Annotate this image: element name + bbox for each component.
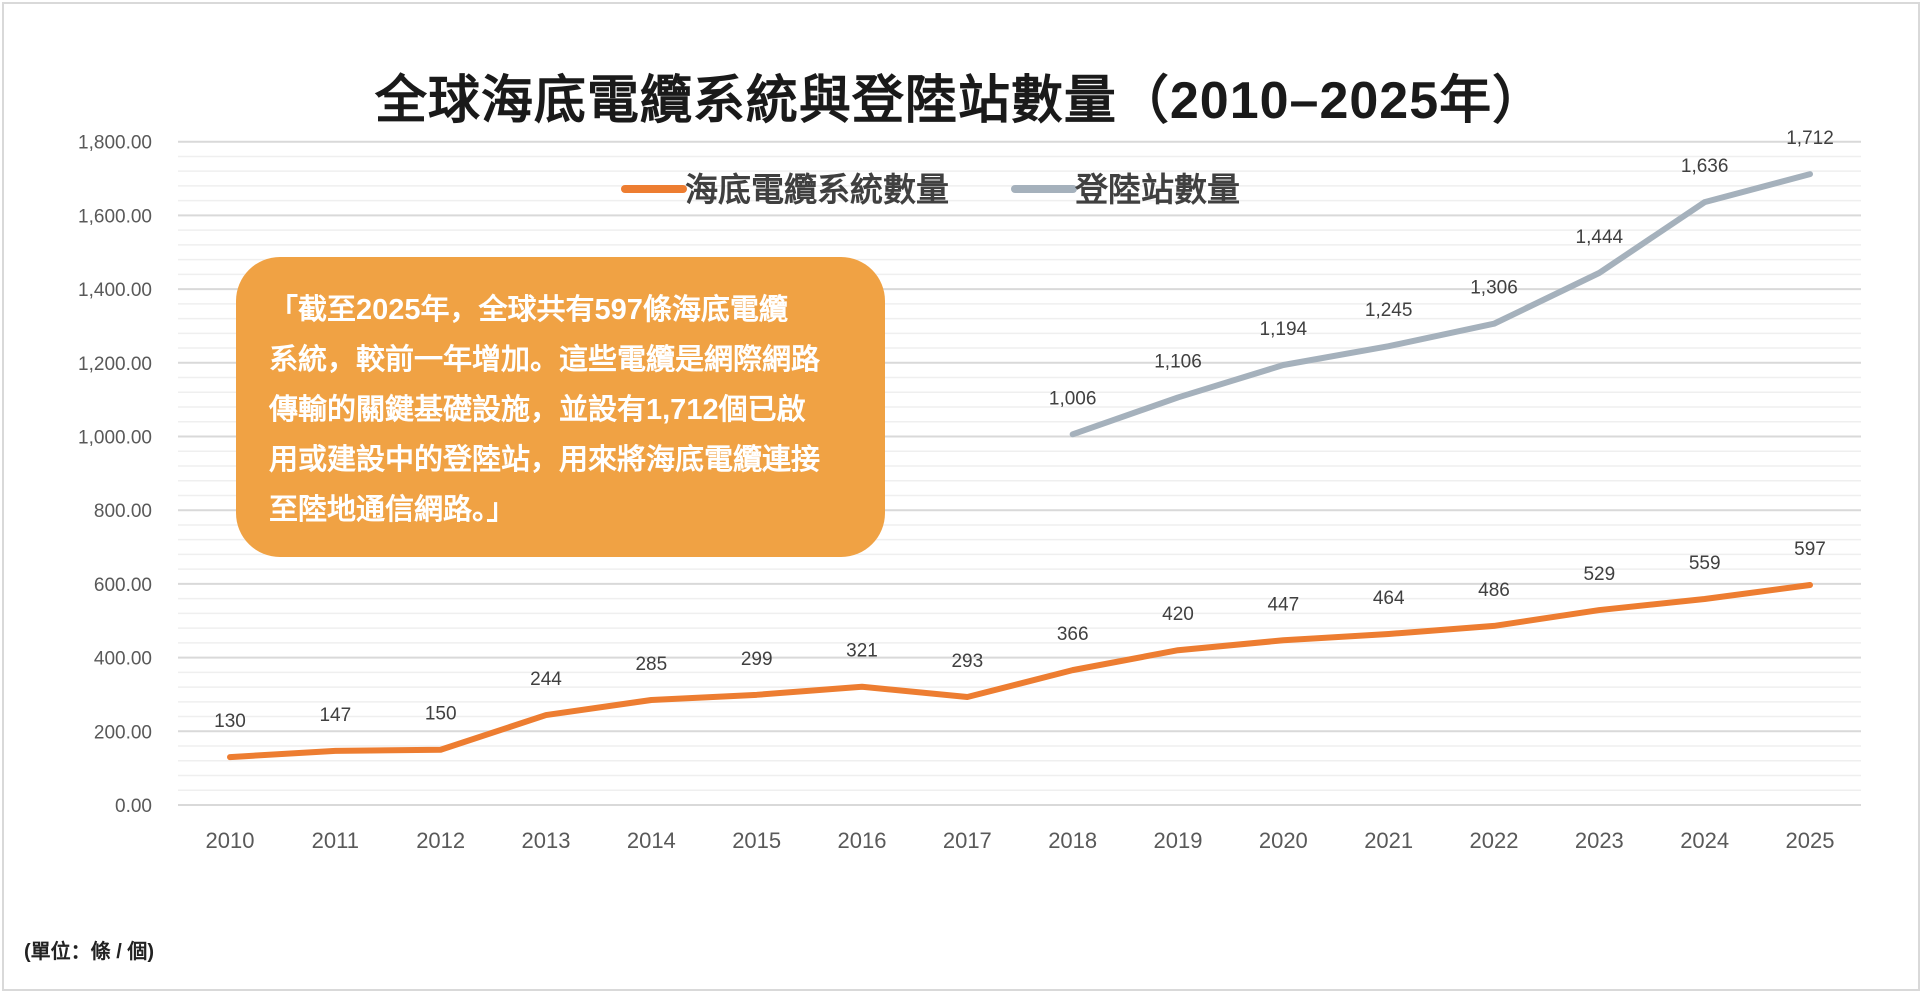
- x-tick-label: 2023: [1575, 828, 1624, 853]
- data-label: 147: [319, 705, 351, 726]
- data-label: 1,106: [1154, 351, 1202, 372]
- y-tick-label: 1,600.00: [78, 206, 152, 227]
- data-label: 1,306: [1470, 278, 1518, 299]
- data-label: 321: [846, 641, 878, 662]
- data-label: 366: [1057, 624, 1089, 645]
- data-label: 285: [635, 654, 667, 675]
- y-tick-label: 0.00: [115, 796, 152, 817]
- data-label: 1,245: [1365, 300, 1413, 321]
- x-tick-label: 2012: [416, 828, 465, 853]
- data-label: 1,636: [1681, 156, 1729, 177]
- y-tick-label: 1,400.00: [78, 280, 152, 301]
- x-tick-label: 2018: [1048, 828, 1097, 853]
- x-tick-label: 2014: [627, 828, 676, 853]
- data-label: 559: [1689, 553, 1721, 574]
- chart-title: 全球海底電纜系統與登陸站數量（2010–2025年）: [374, 72, 1546, 130]
- legend-label: 海底電纜系統數量: [685, 171, 949, 208]
- x-tick-label: 2020: [1259, 828, 1308, 853]
- data-label: 1,444: [1576, 227, 1624, 248]
- data-label: 1,712: [1786, 128, 1834, 149]
- x-tick-label: 2025: [1786, 828, 1835, 853]
- x-tick-label: 2022: [1470, 828, 1519, 853]
- y-tick-label: 200.00: [94, 722, 152, 743]
- x-tick-label: 2016: [838, 828, 887, 853]
- annotation-callout: 「截至2025年，全球共有597條海底電纜 系統，較前一年增加。這些電纜是網際網…: [236, 257, 885, 557]
- data-label: 150: [425, 704, 457, 725]
- y-tick-label: 1,800.00: [78, 133, 152, 154]
- y-tick-label: 1,000.00: [78, 428, 152, 449]
- data-label: 447: [1267, 594, 1299, 615]
- x-tick-label: 2011: [312, 828, 359, 853]
- y-tick-label: 400.00: [94, 649, 152, 670]
- data-label: 486: [1478, 580, 1510, 601]
- series-line-1: [227, 582, 1813, 761]
- data-label: 1,006: [1049, 388, 1097, 409]
- x-tick-label: 2021: [1364, 828, 1413, 853]
- y-tick-label: 600.00: [94, 575, 152, 596]
- unit-footnote: (單位：條 / 個): [24, 941, 154, 963]
- series-line-2: [1069, 171, 1813, 438]
- x-tick-label: 2019: [1154, 828, 1203, 853]
- y-tick-label: 800.00: [94, 501, 152, 522]
- data-label: 299: [741, 649, 773, 670]
- data-label: 597: [1794, 539, 1826, 560]
- x-tick-label: 2015: [732, 828, 781, 853]
- data-label: 130: [214, 711, 246, 732]
- data-label: 1,194: [1260, 319, 1308, 340]
- data-label: 464: [1373, 588, 1405, 609]
- x-tick-label: 2010: [206, 828, 255, 853]
- x-tick-label: 2024: [1680, 828, 1729, 853]
- x-tick-label: 2017: [943, 828, 992, 853]
- data-label: 293: [951, 651, 983, 672]
- x-tick-label: 2013: [522, 828, 571, 853]
- legend-label: 登陸站數量: [1074, 171, 1240, 208]
- data-label: 420: [1162, 604, 1194, 625]
- data-label: 244: [530, 669, 562, 690]
- data-label: 529: [1583, 564, 1615, 585]
- y-tick-label: 1,200.00: [78, 354, 152, 375]
